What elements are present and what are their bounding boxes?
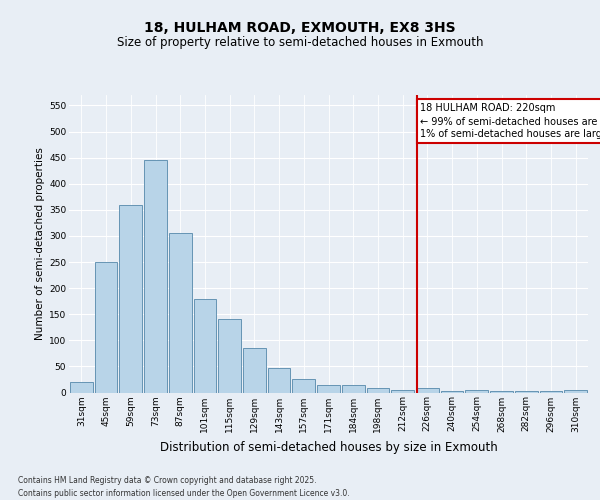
Bar	[342, 384, 365, 392]
Bar	[169, 234, 191, 392]
Text: Size of property relative to semi-detached houses in Exmouth: Size of property relative to semi-detach…	[117, 36, 483, 49]
Text: Contains HM Land Registry data © Crown copyright and database right 2025.
Contai: Contains HM Land Registry data © Crown c…	[18, 476, 350, 498]
Text: 18, HULHAM ROAD, EXMOUTH, EX8 3HS: 18, HULHAM ROAD, EXMOUTH, EX8 3HS	[144, 20, 456, 34]
Bar	[218, 320, 241, 392]
Bar	[268, 368, 290, 392]
Bar	[243, 348, 266, 393]
Bar	[194, 298, 216, 392]
Bar	[119, 204, 142, 392]
Bar	[317, 384, 340, 392]
Bar	[70, 382, 93, 392]
Bar	[144, 160, 167, 392]
Bar	[391, 390, 414, 392]
Bar	[564, 390, 587, 392]
Bar	[416, 388, 439, 392]
Bar	[95, 262, 118, 392]
Bar	[466, 390, 488, 392]
Bar	[292, 380, 315, 392]
Text: 18 HULHAM ROAD: 220sqm
← 99% of semi-detached houses are smaller (1,898)
1% of s: 18 HULHAM ROAD: 220sqm ← 99% of semi-det…	[421, 103, 600, 139]
Bar	[367, 388, 389, 392]
Y-axis label: Number of semi-detached properties: Number of semi-detached properties	[35, 148, 45, 340]
Text: Distribution of semi-detached houses by size in Exmouth: Distribution of semi-detached houses by …	[160, 441, 497, 454]
